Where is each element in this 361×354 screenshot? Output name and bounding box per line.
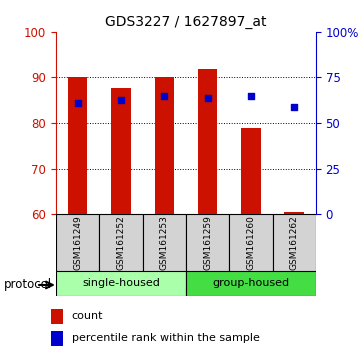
Point xyxy=(205,95,210,101)
Text: GSM161259: GSM161259 xyxy=(203,215,212,270)
Point xyxy=(75,100,81,105)
Text: GSM161253: GSM161253 xyxy=(160,215,169,270)
Text: GSM161249: GSM161249 xyxy=(73,215,82,270)
Text: percentile rank within the sample: percentile rank within the sample xyxy=(72,333,260,343)
Text: group-housed: group-housed xyxy=(212,278,290,288)
Bar xyxy=(56,271,186,296)
Bar xyxy=(155,78,174,214)
Text: single-housed: single-housed xyxy=(82,278,160,288)
Point xyxy=(248,93,254,98)
Text: protocol: protocol xyxy=(4,279,52,291)
Bar xyxy=(241,129,261,214)
Bar xyxy=(56,214,99,271)
Bar xyxy=(186,271,316,296)
Bar xyxy=(229,214,273,271)
Bar xyxy=(273,214,316,271)
Bar xyxy=(51,309,63,324)
Bar xyxy=(68,76,87,214)
Bar xyxy=(111,88,131,214)
Bar xyxy=(99,214,143,271)
Text: GSM161262: GSM161262 xyxy=(290,215,299,270)
Bar xyxy=(143,214,186,271)
Bar xyxy=(186,214,229,271)
Bar xyxy=(51,331,63,346)
Bar xyxy=(284,212,304,214)
Point xyxy=(161,93,167,98)
Text: count: count xyxy=(72,312,103,321)
Text: GSM161252: GSM161252 xyxy=(117,215,125,270)
Point xyxy=(118,97,124,103)
Title: GDS3227 / 1627897_at: GDS3227 / 1627897_at xyxy=(105,16,267,29)
Text: GSM161260: GSM161260 xyxy=(247,215,255,270)
Point xyxy=(291,104,297,110)
Bar xyxy=(198,69,217,214)
